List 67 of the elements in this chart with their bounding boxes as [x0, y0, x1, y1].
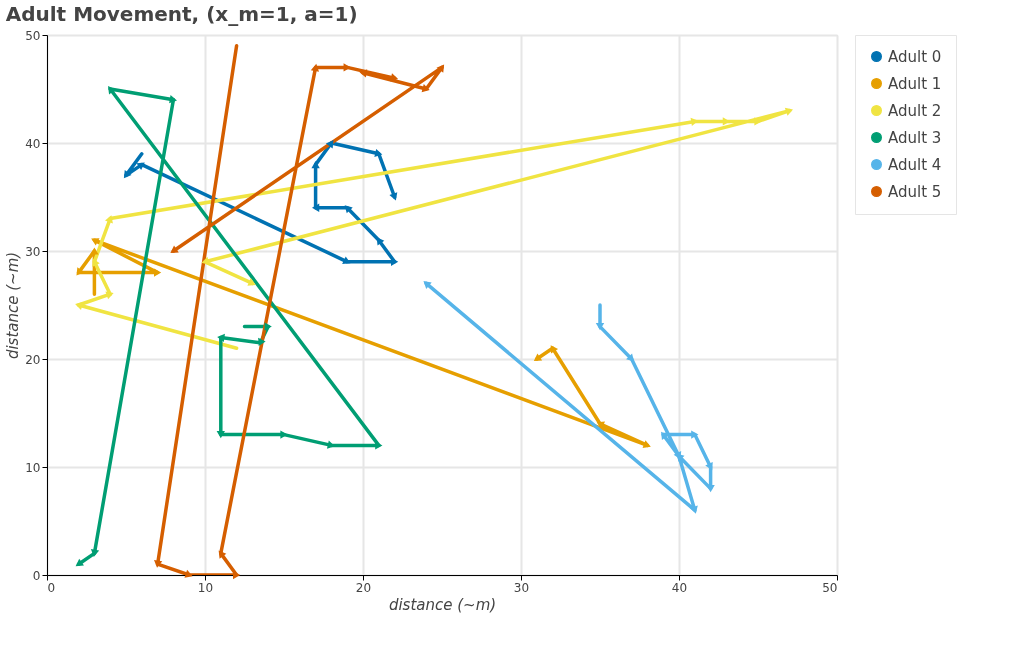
point [258, 337, 266, 347]
point [344, 205, 353, 214]
point [390, 73, 399, 82]
point [105, 215, 113, 224]
legend-label: Adult 3 [888, 128, 942, 147]
point [153, 268, 162, 277]
y-tick-label: 50 [25, 28, 41, 43]
point [184, 569, 193, 578]
point [595, 322, 605, 331]
point [374, 148, 383, 158]
legend-label: Adult 4 [888, 155, 942, 174]
x-tick-label: 20 [355, 580, 372, 595]
x-axis-title: distance (~m) [388, 595, 497, 614]
x-tick-label: 50 [822, 580, 838, 595]
point [642, 440, 651, 449]
point [169, 95, 177, 104]
point [421, 84, 430, 93]
point [123, 170, 132, 179]
y-tick-label: 0 [32, 568, 41, 583]
point [170, 245, 179, 254]
point [216, 430, 225, 439]
point [626, 353, 635, 362]
y-tick-label: 20 [25, 352, 41, 367]
x-tick-label: 0 [47, 580, 56, 595]
point [247, 278, 256, 286]
point [75, 558, 84, 567]
point [359, 69, 368, 78]
point [91, 238, 100, 246]
y-tick-label: 30 [25, 244, 41, 259]
y-tick-label: 40 [25, 136, 41, 151]
point [754, 117, 762, 126]
y-tick-label: 10 [25, 460, 41, 475]
point [154, 559, 163, 568]
legend-label: Adult 5 [888, 182, 942, 201]
point [689, 505, 698, 514]
point [280, 430, 288, 439]
point [691, 430, 699, 439]
point [90, 247, 99, 255]
point [105, 291, 114, 300]
x-tick-label: 10 [197, 580, 214, 595]
point [90, 549, 100, 557]
point [218, 550, 227, 559]
point [436, 64, 445, 73]
point [342, 256, 351, 265]
point [705, 461, 713, 471]
point [389, 192, 398, 201]
point [92, 258, 100, 267]
point [310, 63, 320, 72]
legend-label: Adult 1 [888, 74, 942, 93]
point [596, 421, 606, 430]
point [533, 353, 543, 362]
point [423, 281, 432, 289]
point [376, 237, 385, 246]
point [311, 203, 320, 212]
chart-title: Adult Movement, (x_m=1, a=1) [5, 2, 358, 26]
x-tick-label: 30 [513, 580, 530, 595]
point [706, 484, 715, 493]
point [217, 333, 225, 343]
point [264, 322, 272, 331]
legend-label: Adult 2 [888, 101, 942, 120]
point [311, 160, 320, 169]
legend-label: Adult 0 [888, 47, 942, 66]
point [343, 63, 351, 72]
x-tick-label: 40 [671, 580, 688, 595]
y-axis-title: distance (~m) [4, 251, 23, 360]
point [136, 162, 145, 171]
point [784, 107, 794, 116]
